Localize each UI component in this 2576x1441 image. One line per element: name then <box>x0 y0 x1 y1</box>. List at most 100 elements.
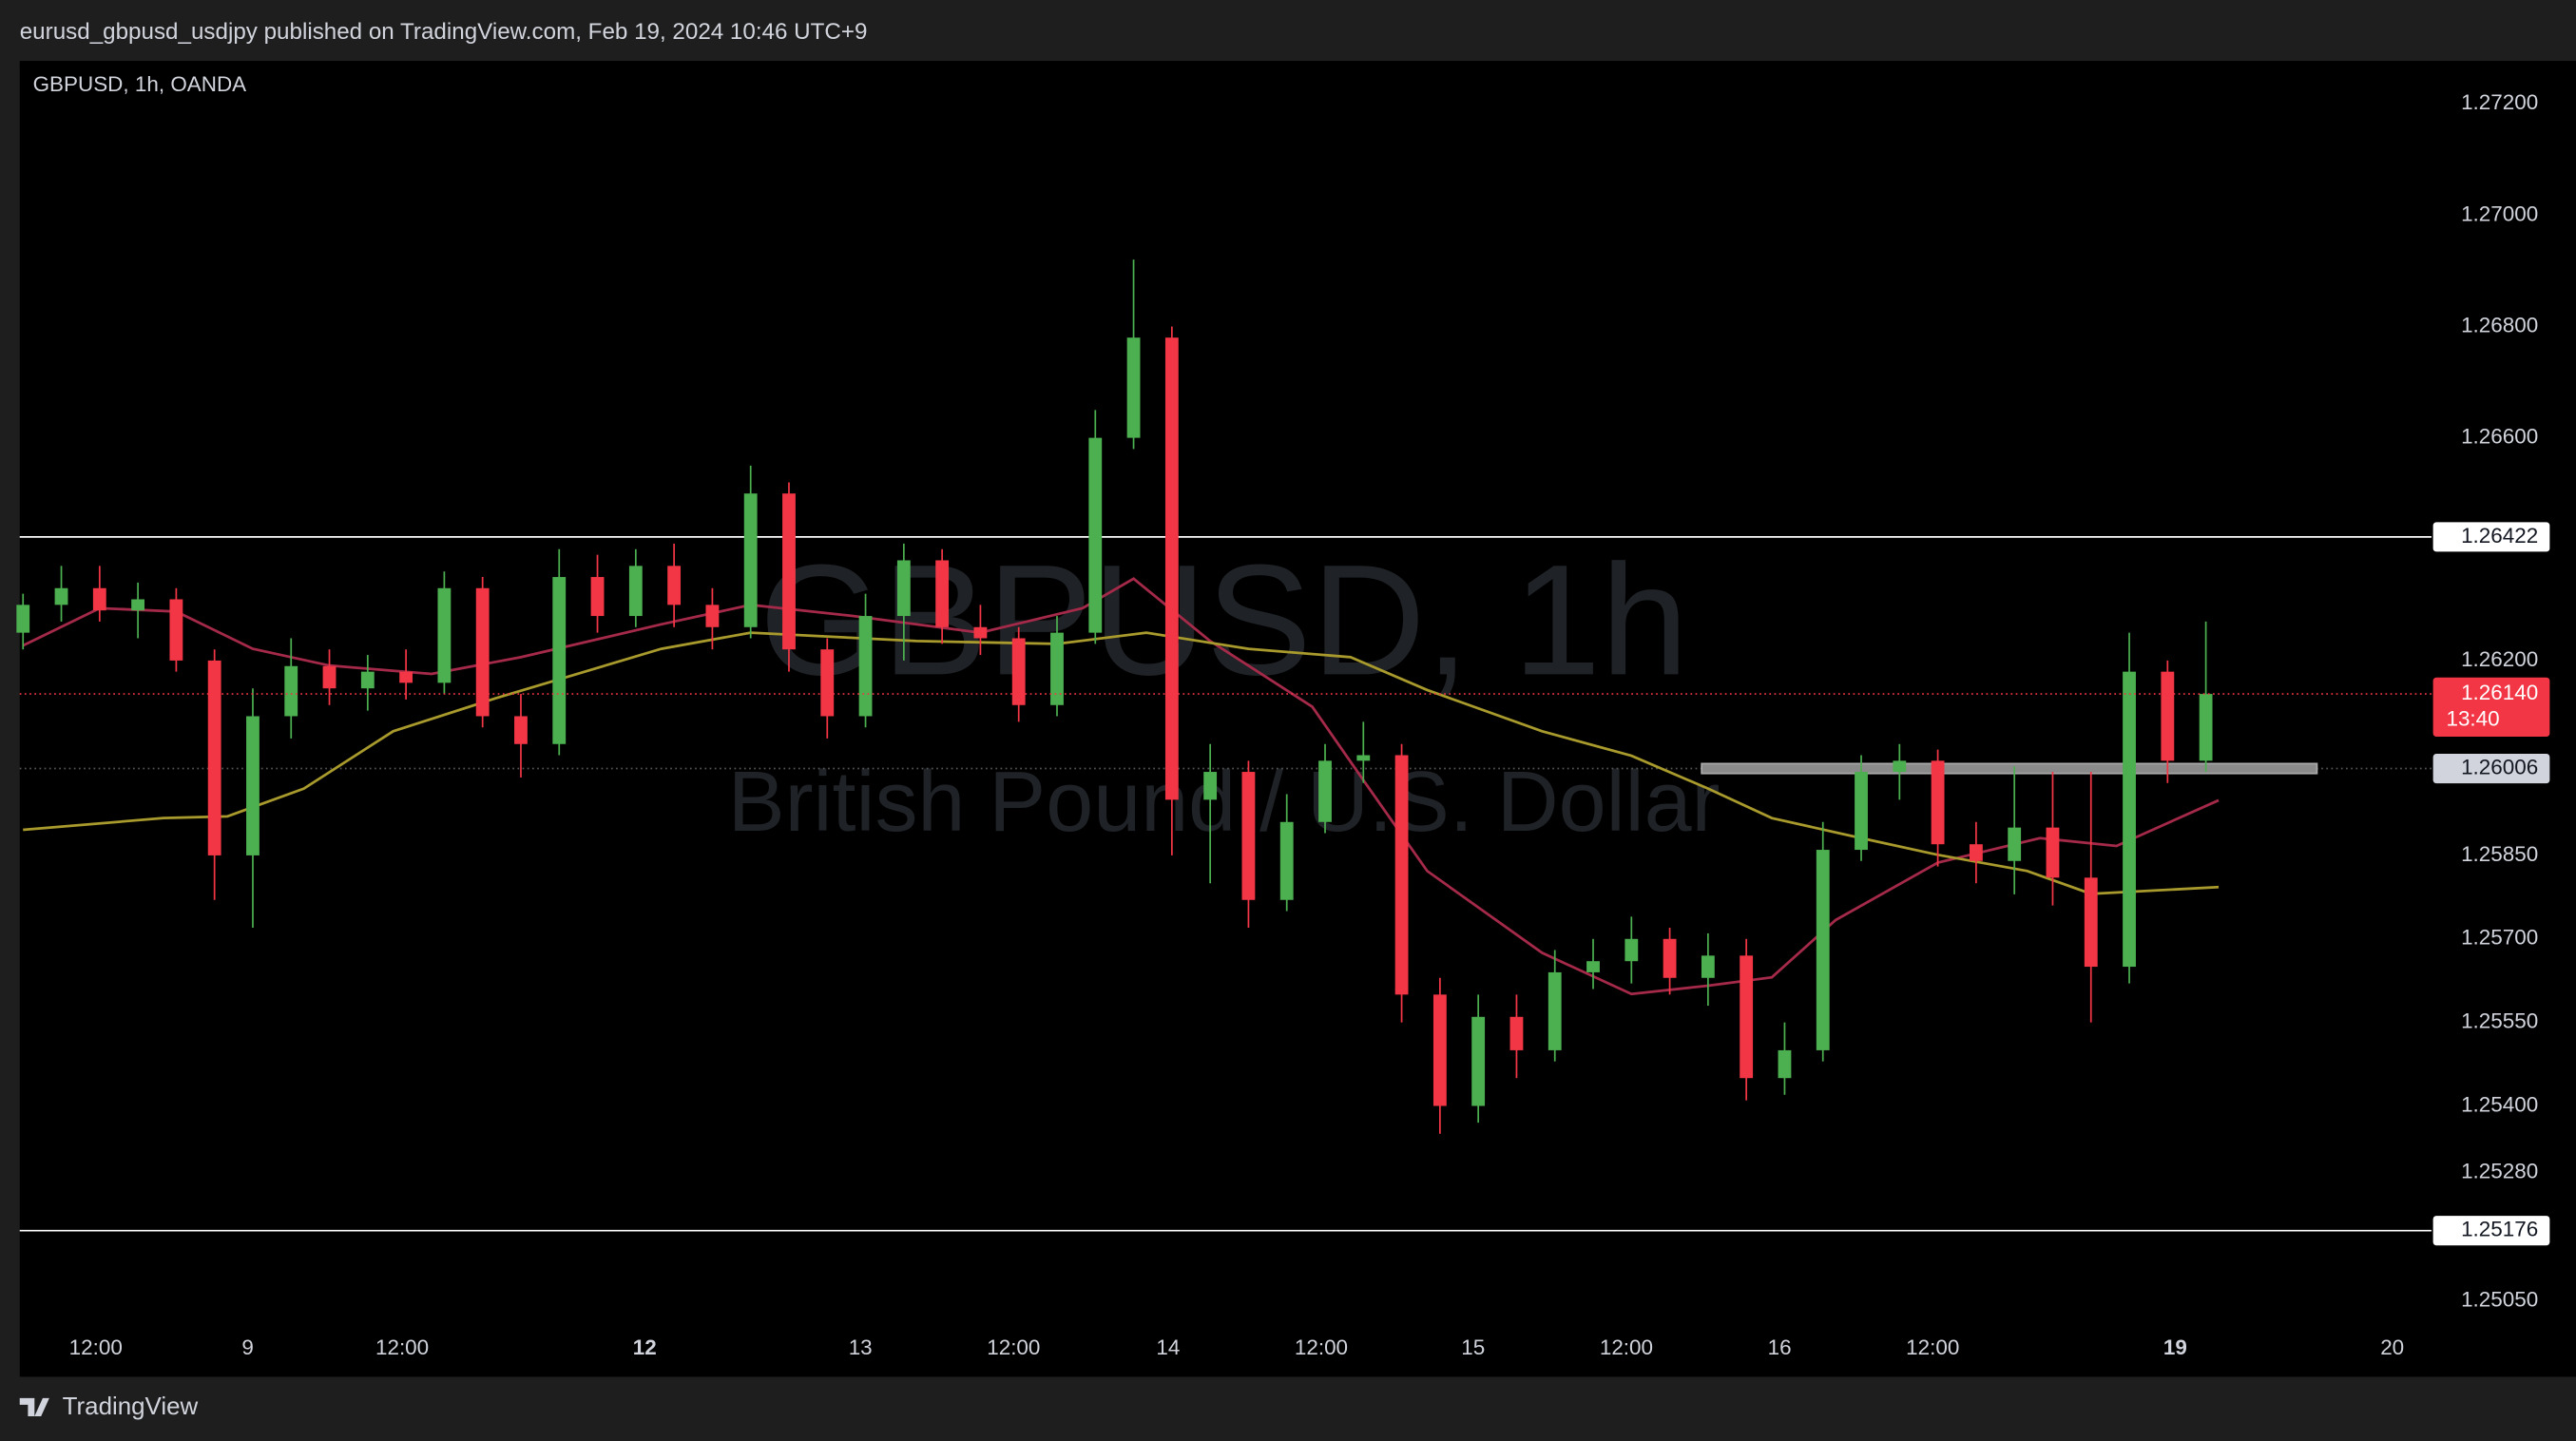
x-tick-label: 9 <box>241 1335 254 1359</box>
candle-body <box>820 649 835 717</box>
x-tick-label: 13 <box>849 1335 873 1359</box>
candle-body <box>1088 437 1103 633</box>
x-tick-label: 12 <box>633 1335 657 1359</box>
x-tick-label: 15 <box>1461 1335 1485 1359</box>
candle-body <box>1203 772 1218 800</box>
y-tick-label: 1.27200 <box>2461 90 2538 114</box>
candle-body <box>590 577 605 617</box>
x-tick-label: 19 <box>2163 1335 2187 1359</box>
level-label: 1.26422 <box>2461 524 2538 548</box>
y-tick-label: 1.27000 <box>2461 202 2538 225</box>
candle-body <box>2123 671 2136 968</box>
candle-body <box>1969 844 1983 861</box>
candle-body <box>552 577 567 744</box>
candle-body <box>858 616 873 717</box>
x-tick-label: 12:00 <box>375 1335 429 1359</box>
y-tick-label: 1.26800 <box>2461 313 2538 336</box>
candle-body <box>475 587 490 717</box>
y-tick-label: 1.26600 <box>2461 425 2538 449</box>
y-tick-label: 1.26200 <box>2461 647 2538 671</box>
x-tick-label: 12:00 <box>69 1335 123 1359</box>
candle-body <box>1241 772 1256 900</box>
x-tick-label: 12:00 <box>1295 1335 1348 1359</box>
candle-body <box>1164 337 1179 800</box>
candle-body <box>1816 850 1830 1050</box>
x-tick-label: 12:00 <box>987 1335 1040 1359</box>
candle-body <box>437 587 452 683</box>
candle-body <box>514 716 528 744</box>
candle-body <box>2161 671 2175 761</box>
watermark-subtitle: British Pound / U.S. Dollar <box>728 755 1721 850</box>
watermark: GBPUSD, 1h <box>759 532 1688 708</box>
candle-body <box>1931 760 1945 845</box>
candle-body <box>92 587 106 611</box>
moving-average <box>23 631 2220 895</box>
candle-body <box>1471 1016 1486 1106</box>
candle-body <box>399 671 413 683</box>
candle-body <box>782 493 796 650</box>
candle-body <box>2008 827 2022 861</box>
zone-label-box <box>2432 753 2550 784</box>
y-tick-label: 1.25050 <box>2461 1287 2538 1311</box>
candle-body <box>1356 755 1371 761</box>
level-label: 1.25176 <box>2461 1218 2538 1241</box>
candle-body <box>284 665 298 717</box>
candle-body <box>1778 1049 1792 1079</box>
candle-body <box>2084 877 2098 968</box>
y-tick-label: 1.25550 <box>2461 1009 2538 1033</box>
candle-body <box>246 716 260 855</box>
candle-body <box>207 660 221 855</box>
level-label-box <box>2432 522 2550 552</box>
x-tick-label: 12:00 <box>1906 1335 1959 1359</box>
candle-body <box>1050 632 1064 705</box>
zone <box>1701 762 2318 775</box>
last-price-box <box>2432 677 2550 737</box>
zone-label: 1.26006 <box>2461 755 2538 778</box>
candle-body <box>1548 971 1562 1050</box>
candle-body <box>360 671 375 689</box>
candle-body <box>1394 755 1409 995</box>
plot-background <box>19 61 2576 1377</box>
candle-body <box>1893 760 1907 773</box>
candle-body <box>1011 638 1026 705</box>
y-tick-label: 1.25400 <box>2461 1092 2538 1116</box>
candle-body <box>1624 938 1639 962</box>
candle-body <box>169 599 183 661</box>
candle-body <box>2046 827 2060 878</box>
countdown-label: 13:40 <box>2446 707 2499 731</box>
x-tick-label: 12:00 <box>1600 1335 1653 1359</box>
candle-body <box>1740 955 1754 1079</box>
brand-logo: TradingView <box>19 1393 199 1420</box>
logo-icon <box>19 1397 49 1416</box>
x-tick-label: 20 <box>2380 1335 2404 1359</box>
candle-body <box>667 566 682 605</box>
header-text: eurusd_gbpusd_usdjpy published on Tradin… <box>20 19 868 45</box>
candle-body <box>935 560 950 627</box>
y-tick-label: 1.25700 <box>2461 926 2538 950</box>
candle-body <box>1432 994 1447 1106</box>
candle-body <box>1509 1016 1524 1050</box>
candle-body <box>2199 694 2213 761</box>
candle-body <box>131 599 145 611</box>
candle-body <box>322 665 336 689</box>
y-tick-label: 1.25280 <box>2461 1160 2538 1183</box>
candle-body <box>743 493 758 627</box>
candle-body <box>705 605 720 627</box>
candle-body <box>973 626 988 639</box>
x-tick-label: 14 <box>1156 1335 1180 1359</box>
candle-body <box>54 587 68 605</box>
brand-name: TradingView <box>63 1393 199 1420</box>
candle-body <box>16 605 30 633</box>
y-tick-label: 1.25850 <box>2461 842 2538 866</box>
candles <box>16 259 2213 1134</box>
chart-title: GBPUSD, 1h, OANDA <box>33 72 247 96</box>
level-label-box <box>2432 1216 2550 1246</box>
candle-body <box>896 560 911 617</box>
candle-body <box>1586 961 1600 972</box>
candle-body <box>1126 337 1141 438</box>
candle-body <box>1855 772 1868 851</box>
last-price-label: 1.26140 <box>2461 681 2538 704</box>
candle-body <box>1318 760 1332 822</box>
